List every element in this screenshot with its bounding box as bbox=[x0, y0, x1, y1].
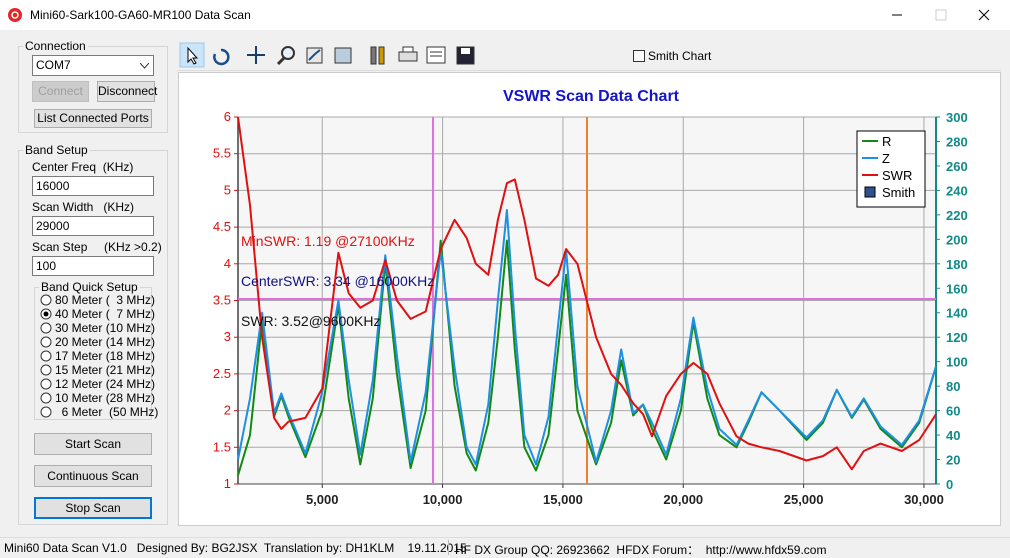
center-input[interactable]: 16000 bbox=[32, 176, 154, 196]
band-setup-group: Band Setup bbox=[18, 143, 168, 525]
band-label: 6 Meter (50 MHz) bbox=[55, 405, 159, 419]
window-title: Mini60-Sark100-GA60-MR100 Data Scan bbox=[30, 8, 251, 22]
band-label: 12 Meter (24 MHz) bbox=[55, 377, 156, 391]
band-label: 15 Meter (21 MHz) bbox=[55, 363, 156, 377]
app-icon bbox=[8, 8, 22, 22]
title-bar: Mini60-Sark100-GA60-MR100 Data Scan bbox=[0, 0, 1010, 30]
band-label: 80 Meter ( 3 MHz) bbox=[55, 293, 156, 307]
group-title: Band Setup bbox=[23, 143, 90, 157]
smith-label: Smith Chart bbox=[648, 49, 712, 63]
toolbar-icons[interactable] bbox=[177, 40, 497, 71]
toolbar: Smith Chart bbox=[177, 40, 1001, 71]
quick-setup-group: Band Quick Setup 80 Meter ( 3 MHz) 40 Met… bbox=[34, 280, 158, 420]
disconnect-button[interactable]: Disconnect bbox=[97, 81, 157, 102]
status-right: HF DX Group QQ: 26923662 HFDX Forum： htt… bbox=[455, 543, 827, 557]
step-label: Scan Step (KHz >0.2) bbox=[32, 240, 162, 254]
port-value: COM7 bbox=[36, 58, 71, 72]
status-bar: Mini60 Data Scan V1.0 Designed By: BG2JS… bbox=[0, 537, 1010, 557]
connect-button[interactable]: Connect bbox=[32, 81, 89, 102]
connection-group: Connection bbox=[18, 39, 168, 133]
width-label: Scan Width (KHz) bbox=[32, 200, 135, 214]
group-title: Connection bbox=[23, 39, 88, 53]
stop-button[interactable]: Stop Scan bbox=[34, 497, 152, 519]
chart-panel bbox=[178, 72, 1001, 526]
width-input[interactable]: 29000 bbox=[32, 216, 154, 236]
center-label: Center Freq (KHz) bbox=[32, 160, 134, 174]
status-left: Mini60 Data Scan V1.0 Designed By: BG2JS… bbox=[4, 541, 467, 555]
band-label: 10 Meter (28 MHz) bbox=[55, 391, 156, 405]
band-label: 40 Meter ( 7 MHz) bbox=[55, 307, 156, 321]
port-combo[interactable]: COM7 bbox=[32, 55, 154, 76]
step-input[interactable]: 100 bbox=[32, 256, 154, 276]
smith-checkbox[interactable] bbox=[633, 50, 645, 62]
continuous-button[interactable]: Continuous Scan bbox=[34, 465, 152, 487]
list-ports-button[interactable]: List Connected Ports bbox=[34, 109, 152, 128]
start-button[interactable]: Start Scan bbox=[34, 433, 152, 455]
window-controls[interactable] bbox=[880, 0, 1010, 30]
band-label: 30 Meter (10 MHz) bbox=[55, 321, 156, 335]
group-title: Band Quick Setup bbox=[39, 280, 140, 294]
band-label: 20 Meter (14 MHz) bbox=[55, 335, 156, 349]
band-label: 17 Meter (18 MHz) bbox=[55, 349, 156, 363]
